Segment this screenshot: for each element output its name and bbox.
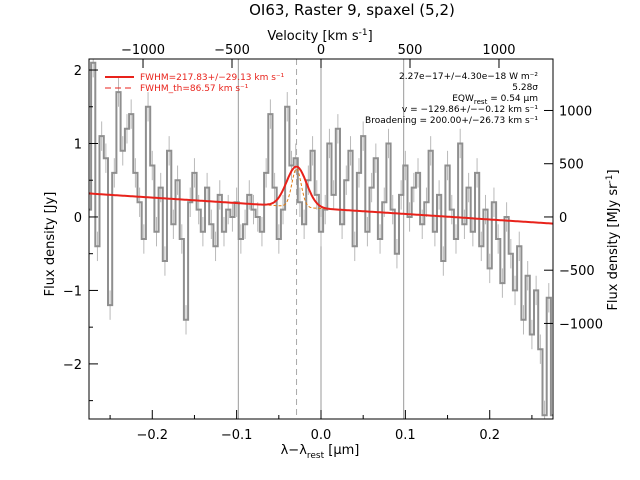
y2-tick-label-4: −1000 (559, 317, 603, 332)
y-axis-label-left: Flux density [Jy] (43, 192, 58, 297)
legend: FWHM=217.83+/−29.13 km s⁻¹ FWHM_th=86.57… (105, 73, 285, 94)
series-layer (88, 61, 554, 417)
x-tick-label-2: 0.0 (311, 428, 332, 443)
x2-tick-label-2: 0 (317, 43, 325, 58)
top-axis-label: Velocity [km s-1] (267, 28, 372, 44)
annotation-significance: 5.28σ (512, 83, 538, 93)
annotation-eqw: EQWrest = 0.54 μm (452, 94, 538, 106)
annotation-velocity: v = −129.86+/−−0.12 km s⁻¹ (402, 105, 538, 115)
x2-tick-label-0: −1000 (121, 43, 165, 58)
axes: −0.2 −0.1 0.0 0.1 0.2 −1000 −500 0 500 1000 2 1 0 −1 −… (63, 43, 603, 443)
x2-tick-label-4: 1000 (482, 43, 515, 58)
x-tick-label-3: 0.1 (395, 428, 416, 443)
y-tick-label-2: 0 (74, 211, 82, 226)
y-tick-label-4: −2 (63, 358, 82, 373)
gaussian-fit-curve (88, 165, 554, 225)
x-tick-label-1: −0.1 (221, 428, 253, 443)
thermal-width-fit (258, 168, 335, 210)
x2-tick-label-3: 500 (398, 43, 423, 58)
y2-tick-label-3: −500 (559, 264, 595, 279)
legend-label-fwhm: FWHM=217.83+/−29.13 km s⁻¹ (140, 73, 285, 83)
y-tick-label-1: 1 (74, 137, 82, 152)
y2-tick-label-1: 500 (559, 158, 584, 173)
annotation-flux: 2.27e−17+/−4.30e−18 W m⁻² (399, 72, 538, 82)
annotation-broadening: Broadening = 200.00+/−26.73 km s⁻¹ (365, 116, 538, 126)
x-axis-label: λ−λrest [μm] (281, 443, 360, 461)
y-tick-label-3: −1 (63, 284, 82, 299)
spectrum-line (89, 61, 553, 417)
y-tick-label-0: 2 (74, 64, 82, 79)
y2-tick-label-2: 0 (559, 211, 567, 226)
x-tick-label-4: 0.2 (479, 428, 500, 443)
y2-tick-label-0: 1000 (559, 104, 592, 119)
x2-tick-label-1: −500 (214, 43, 250, 58)
fit-annotations: 2.27e−17+/−4.30e−18 W m⁻² 5.28σ EQWrest … (365, 72, 538, 126)
x-tick-label-0: −0.2 (136, 428, 168, 443)
legend-label-fwhm-th: FWHM_th=86.57 km s⁻¹ (140, 84, 249, 94)
chart-title: OI63, Raster 9, spaxel (5,2) (249, 1, 455, 19)
y-axis-label-right: Flux density [MJy sr-1] (605, 169, 621, 310)
